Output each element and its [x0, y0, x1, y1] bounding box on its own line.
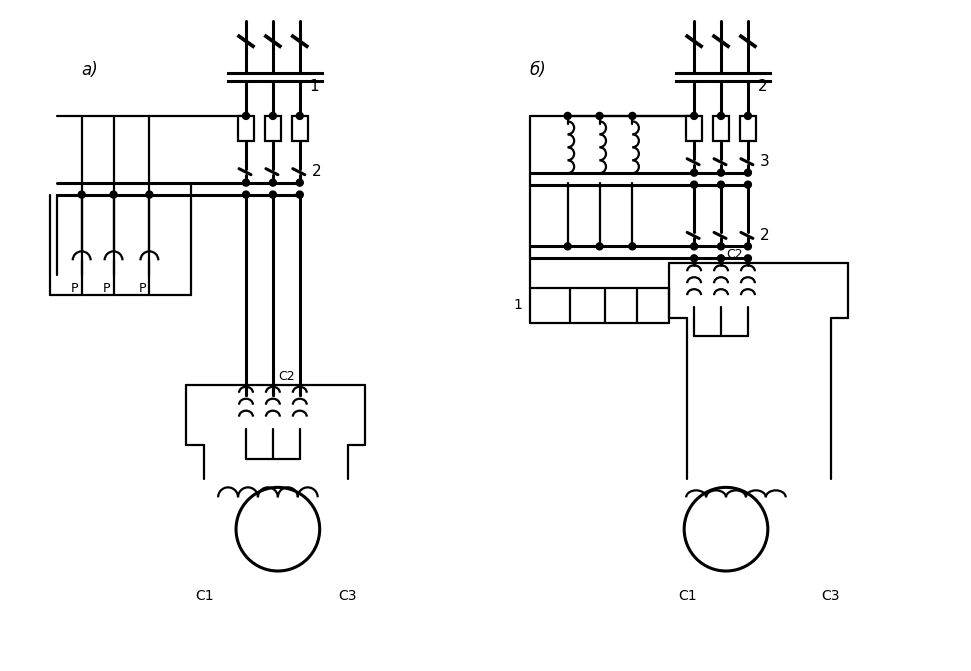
Circle shape: [243, 191, 250, 198]
Bar: [238, 116, 254, 141]
Circle shape: [243, 113, 250, 119]
Text: C3: C3: [821, 589, 840, 603]
Text: 1: 1: [513, 298, 521, 312]
Circle shape: [79, 191, 85, 198]
Circle shape: [269, 113, 277, 119]
Circle shape: [596, 113, 603, 119]
Circle shape: [269, 191, 277, 198]
Text: C3: C3: [338, 589, 356, 603]
Text: C1: C1: [195, 589, 214, 603]
Circle shape: [718, 181, 724, 188]
Text: 2: 2: [312, 164, 321, 179]
Circle shape: [243, 179, 250, 186]
Circle shape: [596, 243, 603, 250]
Circle shape: [745, 169, 752, 176]
Bar: [686, 116, 702, 141]
Text: б): б): [530, 61, 547, 79]
Circle shape: [690, 255, 697, 262]
Text: C1: C1: [678, 589, 696, 603]
Circle shape: [296, 191, 303, 198]
Circle shape: [718, 169, 724, 176]
Circle shape: [745, 243, 752, 250]
Circle shape: [629, 243, 636, 250]
Text: P: P: [103, 282, 111, 295]
Text: a): a): [82, 61, 98, 79]
Circle shape: [745, 255, 752, 262]
Circle shape: [718, 243, 724, 250]
Text: 2: 2: [760, 228, 769, 243]
Circle shape: [146, 191, 152, 198]
Circle shape: [629, 113, 636, 119]
Circle shape: [269, 179, 277, 186]
Text: P: P: [71, 282, 79, 295]
Circle shape: [690, 169, 697, 176]
Circle shape: [296, 113, 303, 119]
Circle shape: [296, 179, 303, 186]
Circle shape: [564, 243, 571, 250]
Bar: [265, 116, 281, 141]
Bar: [713, 116, 729, 141]
Circle shape: [564, 113, 571, 119]
Bar: [740, 116, 755, 141]
Circle shape: [718, 255, 724, 262]
Circle shape: [110, 191, 117, 198]
Circle shape: [745, 181, 752, 188]
Text: 2: 2: [758, 79, 767, 94]
Text: C2: C2: [726, 248, 743, 261]
Circle shape: [690, 181, 697, 188]
Text: C2: C2: [278, 370, 294, 382]
Text: 1: 1: [310, 79, 319, 94]
Circle shape: [690, 113, 697, 119]
Circle shape: [690, 243, 697, 250]
Bar: [292, 116, 308, 141]
Text: P: P: [139, 282, 147, 295]
Circle shape: [718, 113, 724, 119]
Circle shape: [745, 113, 752, 119]
Text: 3: 3: [760, 154, 770, 169]
